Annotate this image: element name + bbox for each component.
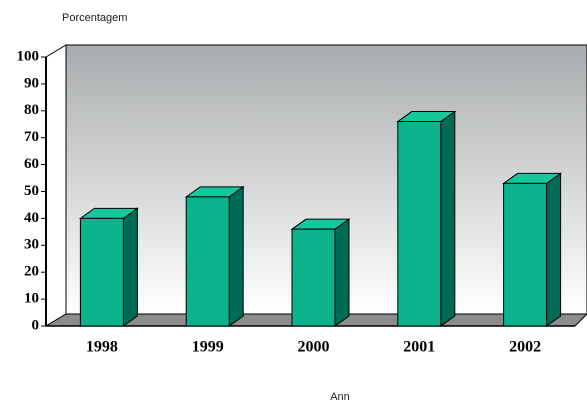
bar-side	[122, 207, 138, 327]
bar-side	[440, 110, 456, 327]
x-tick-label: 1998	[86, 339, 118, 356]
bar-side	[546, 172, 562, 327]
bar	[290, 218, 351, 327]
y-tick-label: 0	[32, 317, 40, 333]
bar-front	[79, 217, 124, 327]
bar	[502, 172, 563, 327]
y-tick-label: 100	[17, 48, 40, 64]
y-tick-label: 40	[24, 210, 39, 226]
y-tick-label: 10	[24, 291, 39, 307]
bar-front	[291, 228, 336, 327]
y-tick-label: 60	[24, 156, 39, 172]
bar	[78, 207, 139, 327]
x-axis-label: Ann	[330, 391, 350, 403]
y-tick-label: 20	[24, 264, 39, 280]
y-tick-label: 50	[24, 183, 39, 199]
bar-front	[397, 121, 442, 327]
bar	[396, 110, 457, 327]
bar	[184, 185, 245, 327]
y-axis-label: Porcentagem	[62, 12, 127, 24]
x-tick-label: 1999	[192, 339, 224, 356]
y-tick-label: 30	[24, 237, 39, 253]
x-tick-label: 2000	[298, 339, 330, 356]
x-tick-label: 2002	[509, 339, 541, 356]
y-tick-label: 80	[24, 102, 39, 118]
x-tick-label: 2001	[403, 339, 435, 356]
side-wall	[45, 44, 67, 327]
bar-side	[334, 218, 350, 327]
bar-side	[228, 185, 244, 327]
bar-front	[503, 182, 548, 327]
y-tick-label: 70	[24, 129, 39, 145]
bar-front	[185, 196, 230, 327]
y-tick-label: 90	[24, 75, 39, 91]
